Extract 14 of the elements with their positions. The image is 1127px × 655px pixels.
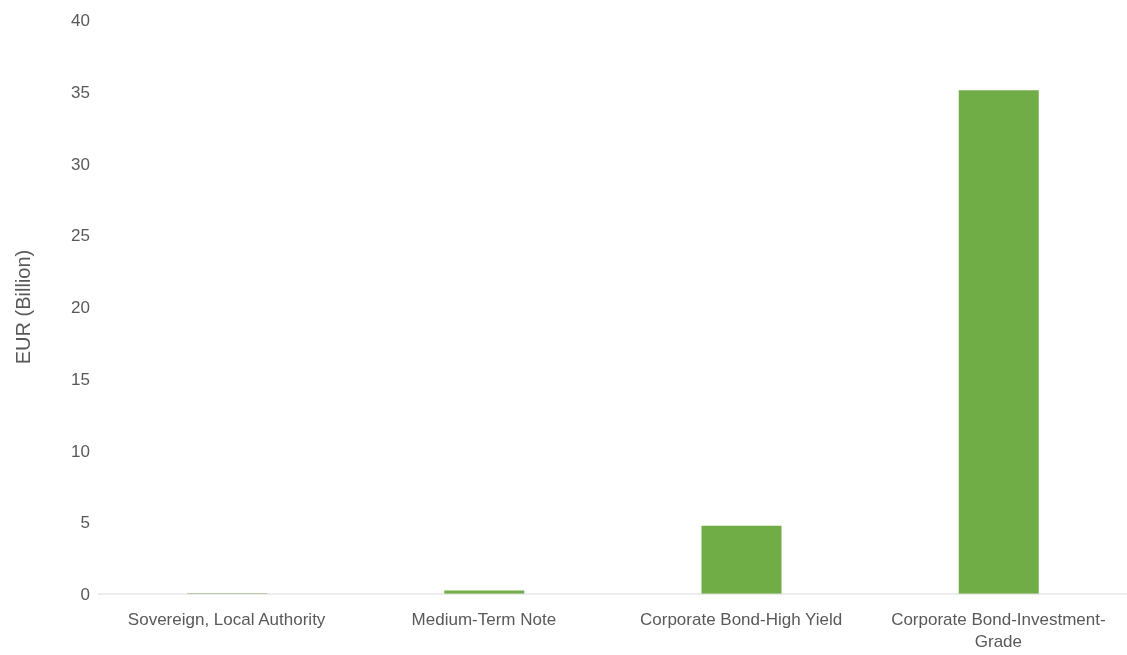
y-axis-title: EUR (Billion) <box>12 249 35 365</box>
x-tick-label: Medium-Term Note <box>411 610 557 630</box>
y-tick-label: 0 <box>80 585 90 605</box>
y-tick-label: 5 <box>80 513 90 533</box>
y-tick-label: 10 <box>71 441 90 461</box>
y-tick-label: 30 <box>71 154 90 174</box>
x-tick-label: Sovereign, Local Authority <box>127 610 326 630</box>
y-tick-label: 40 <box>71 11 90 31</box>
y-tick-label: 25 <box>71 226 90 246</box>
y-tick-label: 35 <box>71 82 90 102</box>
x-tick-label: Corporate Bond-High Yield <box>640 610 843 630</box>
x-tick-label: Corporate Bond-Investment-Grade <box>891 610 1106 651</box>
y-tick-label: 15 <box>71 369 90 389</box>
y-tick-label: 20 <box>71 298 90 318</box>
